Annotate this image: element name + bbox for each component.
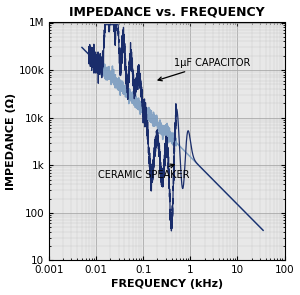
Text: CERAMIC SPEAKER: CERAMIC SPEAKER: [98, 164, 190, 180]
Text: 1μF CAPACITOR: 1μF CAPACITOR: [158, 58, 250, 81]
Y-axis label: IMPEDANCE (Ω): IMPEDANCE (Ω): [6, 93, 16, 190]
X-axis label: FREQUENCY (kHz): FREQUENCY (kHz): [111, 279, 223, 289]
Title: IMPEDANCE vs. FREQUENCY: IMPEDANCE vs. FREQUENCY: [69, 6, 265, 19]
